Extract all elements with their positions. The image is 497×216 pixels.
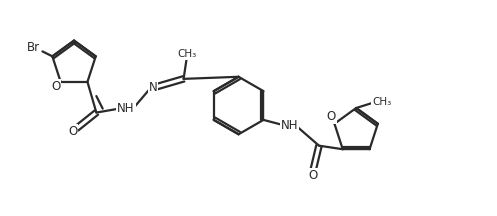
Text: N: N xyxy=(149,81,157,94)
Text: CH₃: CH₃ xyxy=(372,97,392,107)
Text: NH: NH xyxy=(280,119,298,132)
Text: O: O xyxy=(327,110,335,123)
Text: Br: Br xyxy=(27,41,40,54)
Text: NH: NH xyxy=(117,102,135,115)
Text: O: O xyxy=(68,125,77,138)
Text: O: O xyxy=(309,169,318,182)
Text: O: O xyxy=(51,80,60,93)
Text: CH₃: CH₃ xyxy=(177,49,196,59)
